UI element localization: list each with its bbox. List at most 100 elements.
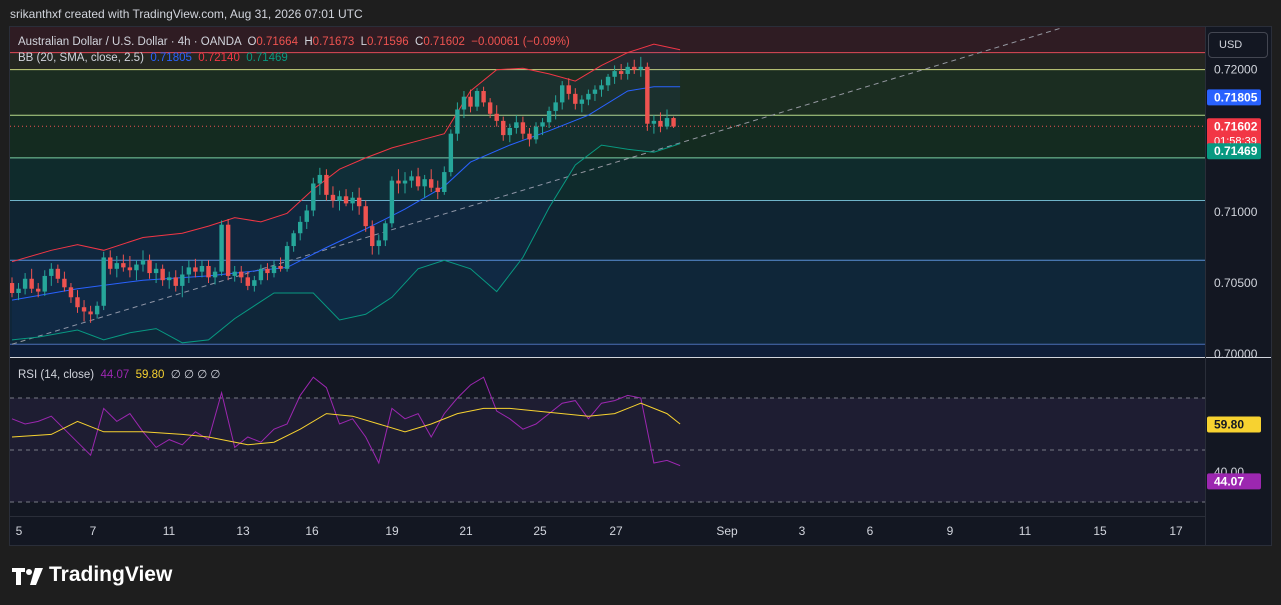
candle[interactable]	[514, 122, 519, 128]
candle[interactable]	[540, 122, 545, 127]
symbol-legend[interactable]: Australian Dollar / U.S. Dollar · 4h · O…	[18, 36, 570, 48]
candle[interactable]	[134, 264, 139, 271]
candle[interactable]	[147, 260, 152, 274]
candle[interactable]	[22, 278, 28, 289]
candle[interactable]	[429, 179, 434, 188]
candle[interactable]	[579, 99, 585, 104]
candle[interactable]	[55, 268, 61, 279]
candle[interactable]	[258, 268, 264, 281]
candle[interactable]	[114, 263, 119, 269]
candle[interactable]	[638, 66, 643, 70]
candle[interactable]	[573, 93, 578, 104]
candle[interactable]	[618, 71, 624, 74]
candle[interactable]	[29, 278, 34, 289]
candle[interactable]	[487, 102, 493, 114]
candle[interactable]	[324, 174, 329, 195]
candle[interactable]	[415, 176, 421, 187]
candle[interactable]	[108, 257, 113, 269]
candle[interactable]	[298, 221, 303, 234]
candle[interactable]	[350, 197, 355, 204]
candle[interactable]	[396, 180, 401, 184]
candle[interactable]	[363, 206, 368, 227]
candle[interactable]	[586, 93, 591, 100]
candle[interactable]	[612, 71, 617, 77]
candle[interactable]	[245, 277, 250, 286]
candle[interactable]	[206, 265, 211, 278]
candle[interactable]	[284, 246, 290, 269]
rsi-ma-line[interactable]	[11, 402, 681, 446]
candle[interactable]	[186, 267, 192, 275]
candle[interactable]	[481, 91, 486, 103]
candle[interactable]	[101, 257, 106, 306]
candle[interactable]	[88, 311, 93, 315]
candle[interactable]	[304, 210, 309, 222]
candle[interactable]	[501, 120, 506, 136]
candle[interactable]	[239, 271, 244, 278]
rsi-line[interactable]	[11, 376, 681, 467]
candle[interactable]	[337, 196, 342, 201]
candle[interactable]	[592, 89, 598, 94]
currency-button[interactable]: USD	[1208, 32, 1268, 58]
candle[interactable]	[278, 265, 283, 269]
candle[interactable]	[68, 287, 74, 298]
candle[interactable]	[140, 260, 146, 265]
candle[interactable]	[16, 288, 21, 293]
candle[interactable]	[520, 122, 526, 134]
candle[interactable]	[10, 283, 15, 293]
candle[interactable]	[271, 265, 277, 274]
candle[interactable]	[553, 102, 558, 111]
candle[interactable]	[546, 110, 552, 123]
candle[interactable]	[94, 305, 100, 315]
candle[interactable]	[376, 240, 381, 247]
candle[interactable]	[291, 233, 296, 247]
candle[interactable]	[442, 172, 447, 192]
candle[interactable]	[356, 197, 362, 207]
bb-legend[interactable]: BB (20, SMA, close, 2.5) 0.71805 0.72140…	[18, 52, 288, 64]
trend-line[interactable]	[11, 27, 1061, 345]
candle[interactable]	[370, 226, 375, 247]
candle[interactable]	[658, 120, 663, 127]
candle[interactable]	[507, 127, 512, 136]
candle[interactable]	[121, 263, 126, 268]
candle[interactable]	[599, 85, 604, 90]
candle[interactable]	[566, 85, 571, 94]
candle[interactable]	[180, 274, 185, 286]
candle[interactable]	[62, 278, 67, 288]
candle[interactable]	[402, 180, 408, 184]
candle[interactable]	[422, 179, 427, 187]
candle[interactable]	[468, 96, 473, 107]
candle[interactable]	[533, 126, 539, 140]
candle[interactable]	[225, 224, 231, 276]
candle[interactable]	[605, 76, 611, 86]
candle[interactable]	[651, 120, 657, 124]
candle[interactable]	[252, 280, 257, 286]
candle[interactable]	[474, 91, 480, 107]
candle[interactable]	[343, 196, 349, 204]
candle[interactable]	[167, 277, 172, 281]
candle[interactable]	[317, 174, 323, 184]
candle[interactable]	[632, 66, 637, 70]
candle[interactable]	[42, 275, 47, 292]
rsi-legend[interactable]: RSI (14, close) 44.07 59.80 ∅ ∅ ∅ ∅	[18, 367, 220, 381]
candle[interactable]	[560, 85, 565, 103]
candle[interactable]	[435, 187, 440, 192]
bb-upper-line[interactable]	[11, 43, 681, 263]
candle[interactable]	[199, 265, 205, 272]
candle[interactable]	[212, 271, 218, 278]
candle[interactable]	[671, 118, 676, 127]
candle[interactable]	[36, 288, 41, 292]
candle[interactable]	[265, 268, 270, 274]
candle[interactable]	[127, 267, 133, 271]
candle[interactable]	[330, 194, 336, 201]
candle[interactable]	[455, 109, 460, 134]
candle[interactable]	[494, 113, 499, 121]
candle[interactable]	[219, 224, 224, 272]
candle[interactable]	[173, 277, 178, 286]
bb-lower-line[interactable]	[11, 143, 681, 344]
candle[interactable]	[664, 118, 670, 127]
candle[interactable]	[448, 133, 454, 173]
candle[interactable]	[232, 271, 237, 276]
bb-basis-line[interactable]	[11, 86, 681, 301]
candle[interactable]	[193, 267, 198, 272]
candle[interactable]	[383, 223, 388, 241]
